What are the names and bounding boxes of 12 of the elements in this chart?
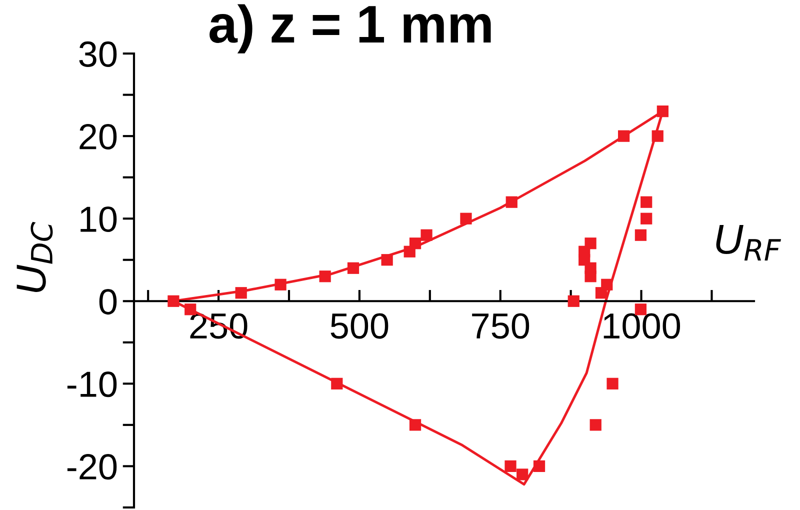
x-tick-label: 500 bbox=[330, 313, 388, 339]
y-tick-label: -20 bbox=[67, 454, 117, 480]
y-tick-label: 20 bbox=[80, 124, 117, 150]
x-tick-label: 1000 bbox=[604, 313, 680, 339]
chart-title: a) z = 1 mm bbox=[210, 4, 491, 54]
y-tick-label: 0 bbox=[99, 289, 117, 315]
x-tick-label: 750 bbox=[472, 313, 530, 339]
x-axis-title: U$_{RF}$ bbox=[716, 224, 782, 260]
y-tick-label: 10 bbox=[80, 206, 117, 232]
y-tick-label: -10 bbox=[67, 372, 117, 398]
y-tick-label: 30 bbox=[79, 41, 117, 67]
y-axis-title: U$_{DC}$ bbox=[16, 222, 53, 292]
